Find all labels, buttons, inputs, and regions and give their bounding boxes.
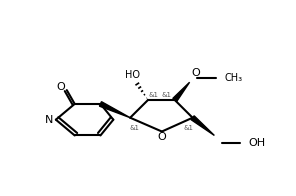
Text: CH₃: CH₃ bbox=[224, 73, 242, 83]
Text: &1: &1 bbox=[184, 125, 194, 131]
Text: O: O bbox=[157, 132, 166, 142]
Text: &1: &1 bbox=[129, 125, 139, 131]
Text: &1: &1 bbox=[149, 92, 159, 98]
Polygon shape bbox=[99, 102, 130, 118]
Text: OH: OH bbox=[248, 138, 265, 148]
Text: &1: &1 bbox=[162, 92, 172, 98]
Text: O: O bbox=[57, 82, 65, 92]
Text: O: O bbox=[191, 68, 200, 78]
Text: N: N bbox=[45, 115, 53, 125]
Polygon shape bbox=[191, 116, 214, 135]
Polygon shape bbox=[173, 82, 190, 102]
Text: HO: HO bbox=[125, 70, 140, 80]
